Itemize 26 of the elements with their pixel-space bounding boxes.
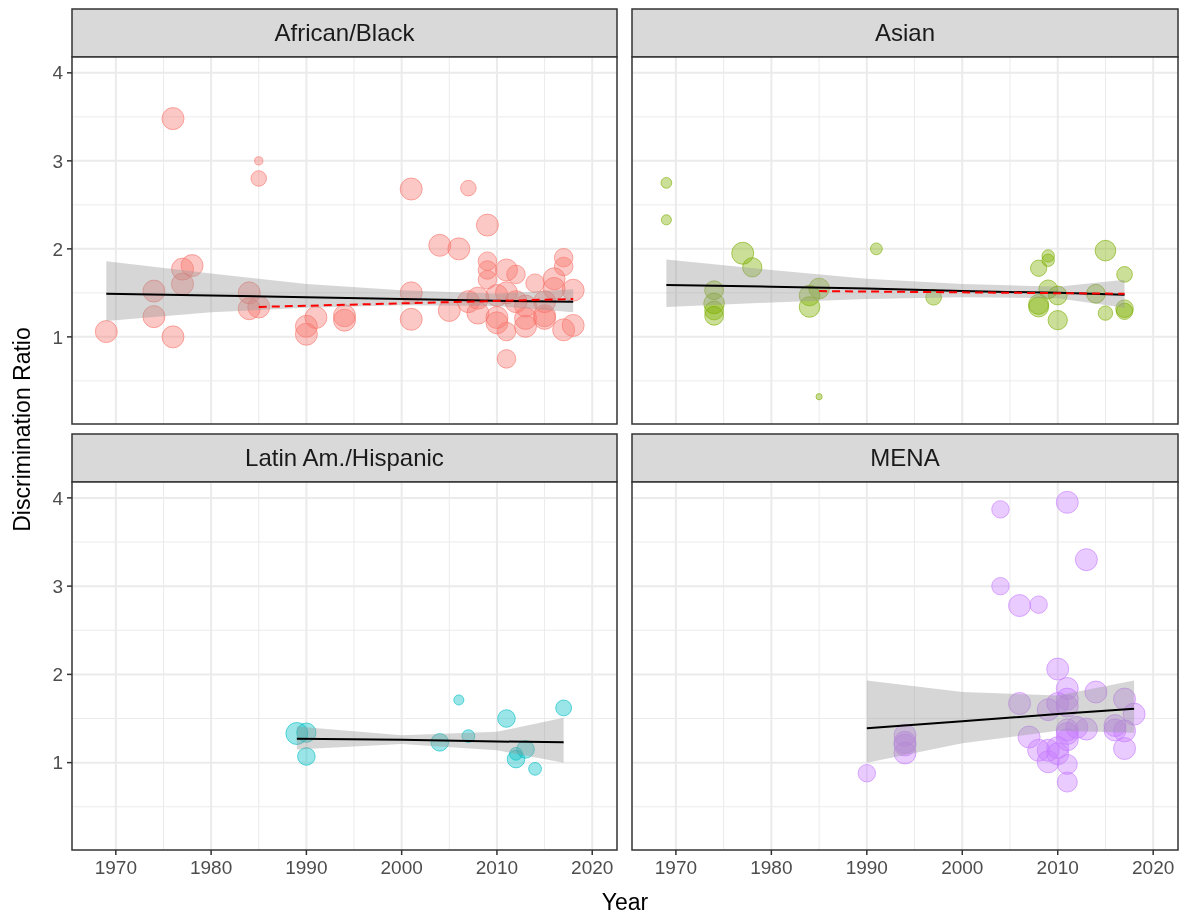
x-tick-label: 1980 [750,857,793,878]
x-tick-label: 2020 [571,857,614,878]
x-tick-label: 1990 [845,857,888,878]
x-axis-title: Year [601,889,649,915]
chart-title: Asian [874,19,936,47]
x-tick-label: 2010 [1036,857,1079,878]
y-tick-label: 3 [52,150,63,172]
x-tick-label: 2000 [380,857,423,878]
chart-title: MENA [870,444,940,472]
y-tick-label: 2 [52,238,63,260]
x-tick-label: 2020 [1132,857,1175,878]
x-tick-label: 2000 [941,857,984,878]
x-tick-label: 1980 [189,857,233,878]
y-tick-label: 3 [52,575,63,597]
y-tick-label: 2 [52,664,63,686]
y-tick-label: 4 [52,487,64,509]
y-axis-title: Discrimination Ratio [9,327,35,532]
y-tick-label: 1 [52,326,63,348]
x-tick-label: 1970 [94,857,137,878]
x-tick-label: 2010 [475,857,519,878]
x-tick-label: 1990 [285,857,328,878]
x-tick-label: 1970 [654,857,698,878]
y-tick-label: 4 [52,62,64,84]
y-tick-label: 1 [52,752,63,774]
chart-title: African/Black [274,19,416,47]
chart-title: Latin Am./Hispanic [245,444,444,472]
